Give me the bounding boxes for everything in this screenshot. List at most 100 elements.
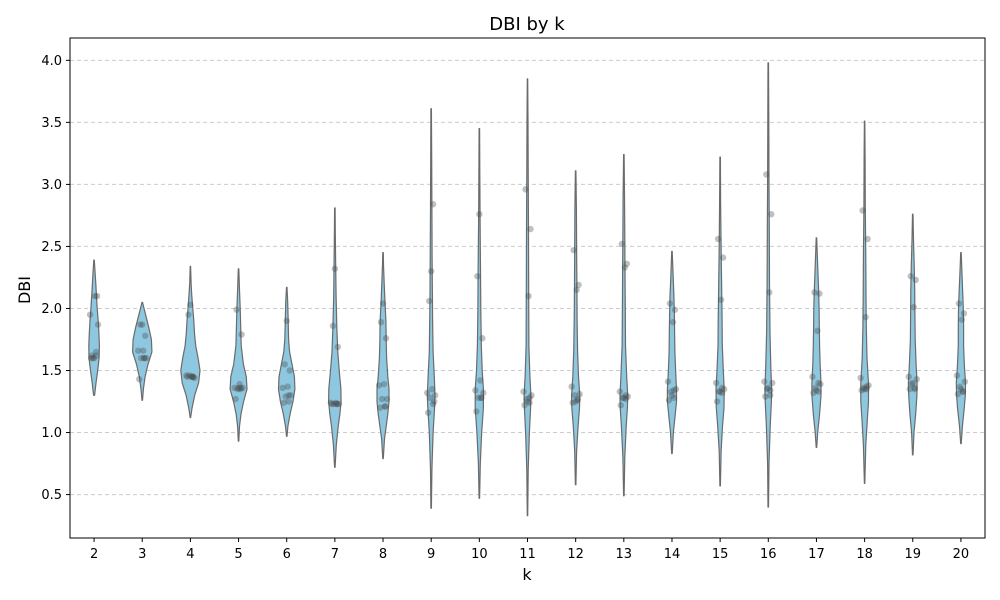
y-tick-label: 3.0: [41, 178, 62, 193]
data-point: [285, 392, 292, 399]
data-point: [429, 400, 437, 408]
data-point: [380, 380, 388, 388]
data-point: [187, 301, 194, 308]
data-point: [956, 383, 964, 390]
data-point: [138, 354, 145, 362]
data-point: [478, 394, 485, 402]
violin-k-7: [328, 207, 342, 468]
data-point: [717, 296, 725, 303]
data-point: [912, 276, 919, 284]
data-point: [670, 394, 678, 402]
data-point: [188, 373, 195, 380]
data-point: [764, 385, 771, 393]
data-point: [768, 210, 775, 218]
data-point: [863, 385, 870, 393]
data-point: [88, 352, 96, 359]
data-point: [718, 389, 726, 397]
data-point: [236, 380, 243, 388]
data-point: [335, 400, 343, 408]
data-point: [814, 327, 821, 335]
data-point: [574, 395, 581, 403]
data-point: [665, 397, 673, 404]
y-tick-label: 4.0: [41, 54, 62, 69]
data-point: [910, 304, 917, 311]
data-point: [672, 385, 680, 393]
data-point: [720, 385, 728, 393]
data-point: [616, 388, 624, 395]
data-point: [382, 335, 390, 342]
data-point: [92, 352, 100, 359]
data-point: [90, 354, 98, 362]
data-point: [430, 398, 438, 405]
x-axis-title: k: [522, 565, 532, 584]
data-point: [231, 384, 238, 392]
data-point: [478, 394, 485, 402]
data-point: [480, 389, 487, 397]
data-point: [571, 392, 578, 399]
data-point: [719, 254, 727, 261]
y-tick-label: 2.0: [41, 302, 62, 317]
x-tick-label: 4: [186, 547, 194, 562]
data-point: [812, 384, 819, 392]
data-point: [620, 394, 628, 402]
violin-k-16: [764, 62, 773, 508]
violin-k-5: [229, 268, 248, 442]
data-point: [811, 289, 818, 296]
data-point: [623, 260, 631, 268]
data-point: [713, 398, 721, 405]
data-point: [283, 317, 290, 325]
y-axis-title: DBI: [15, 276, 34, 304]
data-point: [327, 399, 335, 406]
data-point: [475, 394, 482, 402]
x-tick-label: 6: [283, 547, 291, 562]
data-point: [521, 402, 528, 409]
x-tick-label: 20: [953, 547, 970, 562]
data-point: [189, 373, 196, 380]
data-point: [331, 265, 339, 272]
data-point: [329, 322, 337, 330]
data-point: [527, 225, 534, 233]
data-point: [572, 398, 579, 405]
data-point: [767, 392, 774, 399]
data-point: [526, 394, 533, 402]
x-tick-label: 13: [616, 547, 633, 562]
data-point: [766, 289, 773, 296]
data-point: [573, 286, 580, 294]
data-point: [334, 343, 342, 351]
data-point: [183, 372, 190, 379]
data-point: [863, 383, 870, 390]
data-point: [279, 384, 286, 392]
x-tick-label: 7: [331, 547, 339, 562]
data-point: [476, 210, 483, 218]
data-point: [381, 403, 389, 410]
x-tick-label: 14: [664, 547, 681, 562]
data-point: [574, 397, 581, 404]
data-point: [94, 321, 102, 328]
data-point: [383, 395, 391, 403]
data-point: [525, 292, 532, 300]
data-point: [960, 310, 968, 317]
violin-k-6: [277, 286, 296, 437]
data-point: [377, 318, 385, 326]
violin-k-19: [907, 213, 918, 456]
data-point: [714, 235, 722, 243]
x-tick-label: 5: [234, 547, 242, 562]
violin-k-10: [474, 128, 484, 499]
x-tick-label: 19: [904, 547, 921, 562]
data-point: [189, 373, 196, 380]
data-point: [137, 321, 144, 328]
data-point: [287, 392, 294, 399]
data-point: [762, 393, 769, 400]
data-point: [184, 373, 191, 380]
data-point: [959, 388, 967, 395]
data-point: [141, 354, 148, 362]
data-point: [424, 409, 432, 416]
x-tick-label: 17: [808, 547, 825, 562]
data-point: [906, 385, 913, 393]
violin-k-2: [88, 259, 100, 396]
data-point: [91, 292, 99, 300]
data-point: [908, 380, 915, 388]
data-point: [282, 393, 289, 400]
y-tick-label: 1.0: [41, 426, 62, 441]
